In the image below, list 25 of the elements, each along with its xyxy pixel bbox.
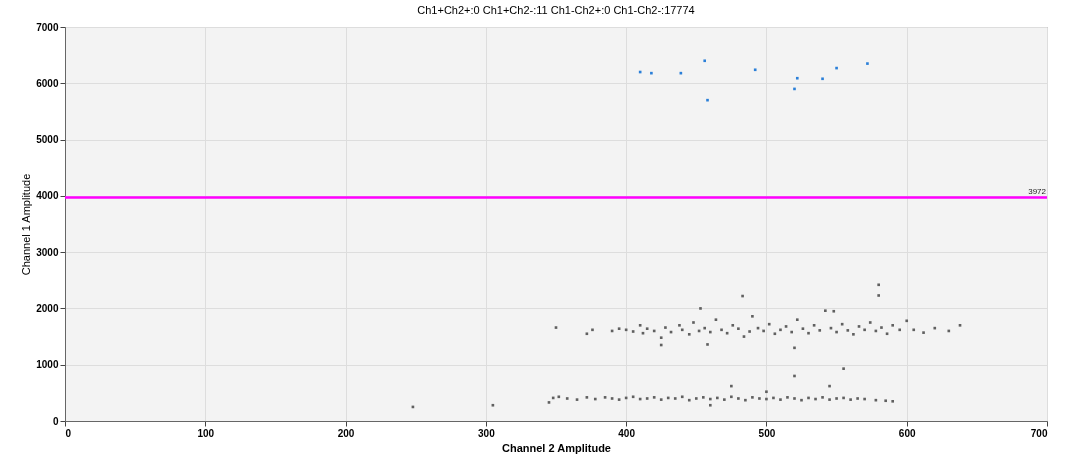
x-tick-label: 600	[898, 427, 916, 439]
y-axis-title: Channel 1 Amplitude	[20, 173, 33, 276]
y-tick-label: 5000	[36, 134, 59, 146]
x-tick-label: 700	[1030, 427, 1048, 439]
point	[753, 68, 757, 72]
x-tick-label: 200	[337, 427, 355, 439]
point	[866, 62, 869, 65]
point	[821, 77, 824, 81]
point	[795, 76, 799, 80]
x-tick-label: 0	[65, 427, 72, 439]
y-tick-label: 6000	[36, 77, 59, 89]
x-tick-label: 500	[758, 427, 776, 439]
point	[703, 59, 707, 63]
y-tick-label: 2000	[36, 302, 59, 314]
y-tick-label: 4000	[36, 190, 59, 202]
y-tick-label: 0	[52, 415, 59, 427]
y-tick-label: 1000	[36, 359, 59, 371]
chart-title: Ch1+Ch2+:0 Ch1+Ch2-:11 Ch1-Ch2+:0 Ch1-Ch2-:17774	[417, 4, 695, 16]
x-tick-label: 100	[197, 427, 215, 439]
ref-line-label: 3972	[1028, 187, 1047, 197]
x-tick-label: 400	[618, 427, 636, 439]
x-tick-label: 300	[478, 427, 496, 439]
y-tick-label: 7000	[36, 21, 59, 33]
x-axis-title: Channel 2 Amplitude	[502, 441, 611, 454]
y-tick-label: 3000	[36, 246, 59, 258]
